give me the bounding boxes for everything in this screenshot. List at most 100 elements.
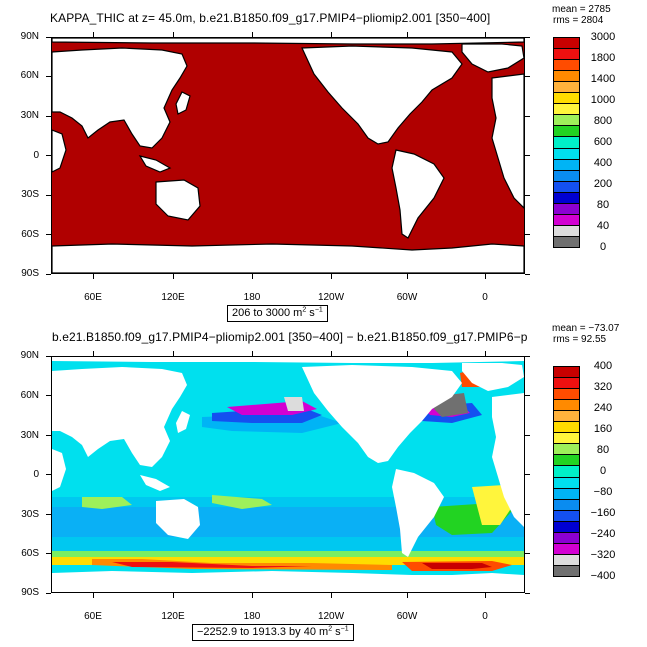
- top-lon-label-60w: 60W: [396, 292, 418, 303]
- lat-tick: [46, 234, 51, 235]
- bottom-colorbar-label: −400: [590, 570, 616, 582]
- bottom-range-exp2: −1: [340, 625, 349, 633]
- top-colorbar-label: 600: [593, 136, 613, 148]
- bottom-range-text: −2252.9 to 1913.3 by 40 m: [197, 626, 329, 638]
- lat-tick: [46, 355, 51, 357]
- top-colorbar-label: 0: [599, 241, 607, 253]
- lat-tick: [46, 194, 51, 196]
- top-colorbar-label: 1000: [590, 94, 616, 106]
- bottom-colorbar-label: −160: [590, 507, 616, 519]
- lat-tick: [525, 36, 530, 38]
- top-colorbar-label: 400: [593, 157, 613, 169]
- lat-tick: [46, 553, 51, 554]
- lat-tick: [46, 395, 51, 396]
- bottom-colorbar: 400 320 240 160 80 0 −80 −160 −240 −320 −400: [553, 360, 643, 596]
- land-australia: [155, 179, 201, 221]
- bottom-colorbar-label: −240: [590, 528, 616, 540]
- top-colorbar-box: [553, 235, 580, 248]
- bottom-mean-stat: mean = −73.07: [552, 323, 620, 334]
- lat-tick: [525, 273, 530, 275]
- land-south-america: [391, 149, 445, 239]
- lat-tick: [46, 592, 51, 594]
- lat-tick: [525, 553, 530, 554]
- bottom-lon-label-180: 180: [243, 611, 261, 622]
- top-colorbar-label: 1400: [590, 73, 616, 85]
- lat-tick: [525, 155, 530, 156]
- lon-tick: [407, 351, 408, 356]
- bottom-lon-label-60e: 60E: [84, 611, 102, 622]
- lat-tick: [46, 474, 51, 475]
- top-colorbar-label: 80: [596, 199, 610, 211]
- bottom-lat-label-0: 0: [33, 469, 39, 480]
- bottom-colorbar-label: −320: [590, 549, 616, 561]
- bottom-lon-label-60w: 60W: [396, 611, 418, 622]
- top-range-text: 206 to 3000 m: [232, 307, 303, 319]
- lat-tick: [525, 194, 530, 196]
- bottom-range-box: −2252.9 to 1913.3 by 40 m2 s−1: [192, 624, 354, 641]
- lat-tick: [46, 115, 51, 117]
- lon-tick: [93, 593, 94, 598]
- lat-tick: [525, 592, 530, 594]
- lon-tick: [173, 274, 174, 279]
- top-range-exp: 2: [302, 306, 307, 314]
- bottom-colorbar-label: 80: [596, 444, 610, 456]
- lon-tick: [331, 593, 332, 598]
- top-lat-label-30s: 30S: [21, 189, 39, 200]
- land-north-america: [301, 45, 463, 145]
- lat-tick: [46, 36, 51, 38]
- top-colorbar-label: 1800: [590, 52, 616, 64]
- lon-tick: [407, 593, 408, 598]
- lat-tick: [46, 76, 51, 77]
- bottom-lat-label-90s: 90S: [21, 587, 39, 598]
- lat-tick: [46, 155, 51, 156]
- bottom-colorbar-label: −80: [593, 486, 613, 498]
- top-colorbar-label: 3000: [590, 31, 616, 43]
- lon-tick: [173, 32, 174, 37]
- bottom-lat-label-30s: 30S: [21, 509, 39, 520]
- top-lat-label-30n: 30N: [20, 110, 39, 121]
- land-africa-west: [52, 129, 67, 173]
- bottom-lon-label-120e: 120E: [161, 611, 185, 622]
- bottom-lon-label-120w: 120W: [317, 611, 345, 622]
- lon-tick: [93, 351, 94, 356]
- lat-tick: [525, 355, 530, 357]
- land-indonesia: [138, 155, 172, 173]
- top-lon-label-60e: 60E: [84, 292, 102, 303]
- bottom-lat-label-60s: 60S: [21, 548, 39, 559]
- bottom-range-exp: 2: [328, 625, 333, 633]
- lon-tick: [331, 32, 332, 37]
- bottom-lon-label-0: 0: [482, 611, 488, 622]
- land-antarctica: [52, 243, 524, 273]
- bottom-colorbar-label: 240: [593, 402, 613, 414]
- bottom-colorbar-box: [553, 564, 580, 577]
- top-lon-label-0: 0: [482, 292, 488, 303]
- lat-tick: [46, 434, 51, 436]
- top-lon-label-180: 180: [243, 292, 261, 303]
- top-lat-label-90n: 90N: [20, 31, 39, 42]
- lon-tick: [485, 32, 486, 37]
- land-europe-africa-east: [491, 73, 524, 209]
- top-colorbar-label: 800: [593, 115, 613, 127]
- land-eurasia: [52, 47, 188, 149]
- bottom-colorbar-label: 0: [599, 465, 607, 477]
- bottom-map-plot: [51, 356, 525, 593]
- top-rms-stat: rms = 2804: [553, 15, 604, 26]
- top-range-exp2: −1: [314, 306, 323, 314]
- top-range-box: 206 to 3000 m2 s−1: [227, 305, 328, 322]
- lon-tick: [173, 593, 174, 598]
- bottom-panel-title: b.e21.B1850.f09_g17.PMIP4−pliomip2.001 […: [52, 330, 528, 344]
- lon-tick: [252, 32, 253, 37]
- lon-tick: [252, 274, 253, 279]
- lat-tick: [525, 513, 530, 515]
- top-range-unit: s: [306, 307, 315, 319]
- land-japan: [175, 91, 191, 115]
- bottom-colorbar-label: 320: [593, 381, 613, 393]
- top-map-plot: [51, 37, 525, 274]
- top-colorbar-label: 40: [596, 220, 610, 232]
- lon-tick: [173, 351, 174, 356]
- lat-tick: [46, 513, 51, 515]
- lon-tick: [331, 274, 332, 279]
- lon-tick: [407, 274, 408, 279]
- lon-tick: [485, 351, 486, 356]
- top-lat-label-90s: 90S: [21, 268, 39, 279]
